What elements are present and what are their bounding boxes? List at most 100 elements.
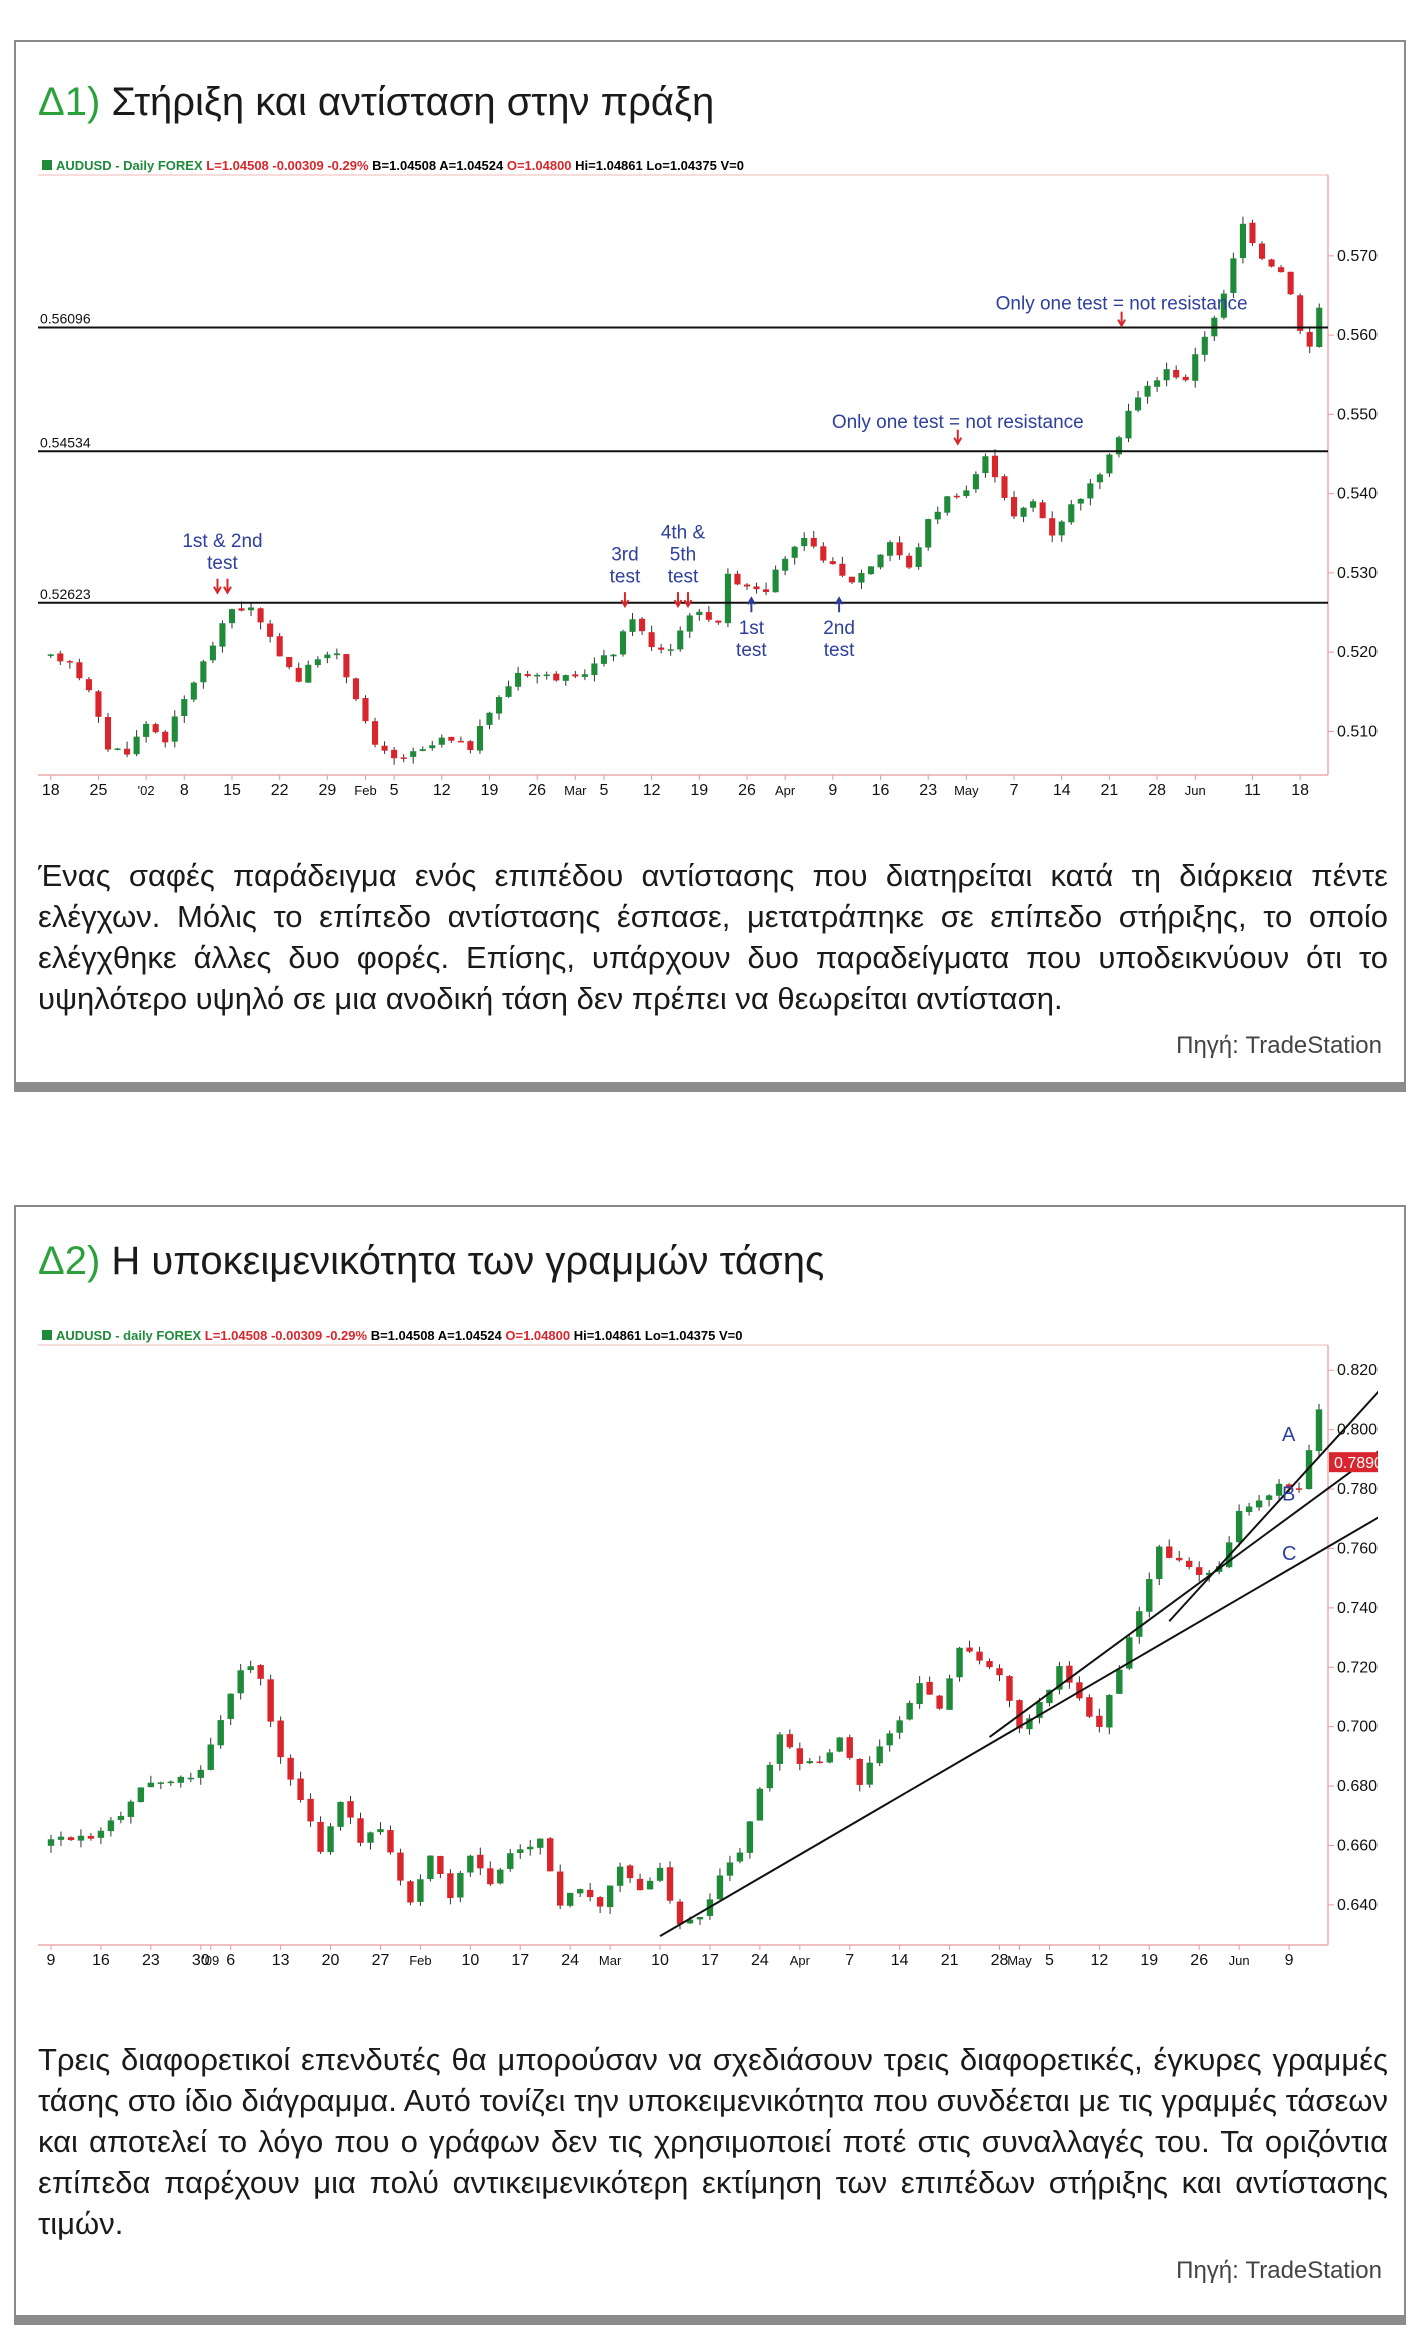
header-field: O=1.04800 — [505, 1328, 573, 1343]
candle-down — [457, 740, 464, 743]
header-field: A=1.04524 — [438, 1328, 506, 1343]
y-tick-label: 0.76000 — [1337, 1540, 1378, 1557]
candle-up — [866, 1762, 873, 1785]
candle-down — [906, 555, 913, 568]
x-tick-label: 5 — [599, 782, 608, 799]
candle-up — [677, 630, 684, 650]
candle-down — [76, 662, 83, 679]
candle-up — [776, 1734, 784, 1764]
header-field: -0.00309 — [272, 158, 327, 173]
candle-down — [586, 1889, 594, 1898]
candle-up — [517, 1849, 524, 1853]
candle-up — [716, 1875, 724, 1900]
test-arrow-down — [620, 592, 630, 609]
candle-down — [666, 1867, 674, 1901]
candle-down — [839, 563, 846, 576]
candle-up — [1163, 369, 1170, 381]
candle-down — [966, 1647, 973, 1652]
x-tick-label: Mar — [599, 1953, 622, 1968]
x-tick-label: 12 — [1090, 1952, 1108, 1969]
x-tick-label: 14 — [891, 1952, 909, 1969]
candle-down — [796, 1748, 804, 1764]
y-tick-label: 0.72000 — [1337, 1659, 1378, 1676]
candle-up — [1126, 1637, 1133, 1669]
candle-up — [337, 1801, 344, 1827]
candle-down — [1249, 222, 1256, 244]
candle-up — [177, 1776, 184, 1783]
candle-down — [1182, 376, 1189, 381]
candle-up — [1026, 1718, 1033, 1730]
header-field: V=0 — [720, 158, 744, 173]
x-tick-label: 7 — [845, 1952, 854, 1969]
candle-down — [734, 573, 741, 585]
candle-down — [124, 748, 131, 755]
candle-up — [537, 1838, 544, 1848]
x-tick-label: 19 — [1140, 1952, 1158, 1969]
candle-up — [1046, 1689, 1053, 1704]
x-tick-label: '02 — [138, 783, 155, 798]
panel-title-text: Στήριξη και αντίσταση στην πράξη — [111, 80, 715, 124]
candle-down — [487, 1868, 494, 1885]
candle-up — [190, 682, 197, 700]
candle-up — [1146, 1579, 1153, 1612]
x-tick-label: 9 — [47, 1952, 56, 1969]
candle-up — [562, 675, 569, 681]
x-tick-label: 6 — [226, 1952, 235, 1969]
candle-up — [1154, 380, 1161, 387]
candle-up — [1115, 437, 1122, 455]
annotation-text: test — [610, 566, 641, 587]
candle-up — [906, 1702, 913, 1720]
x-tick-label: 26 — [738, 782, 756, 799]
test-arrow-up — [834, 596, 844, 613]
annotation-text: Only one test = not resistance — [832, 412, 1084, 433]
header-field: Lo=1.04375 — [646, 158, 720, 173]
candle-up — [1192, 354, 1199, 381]
candle-up — [1220, 293, 1227, 318]
candle-down — [371, 721, 379, 745]
candle-up — [982, 456, 989, 474]
candle-up — [377, 1829, 384, 1833]
candle-up — [495, 697, 503, 714]
candle-down — [257, 608, 264, 623]
candle-down — [66, 661, 73, 663]
candle-up — [187, 1777, 194, 1780]
annotation-text: 4th & — [661, 522, 706, 543]
x-tick-label: 10 — [461, 1952, 479, 1969]
x-tick-label: Feb — [354, 783, 376, 798]
y-tick-label: 0.53000 — [1337, 565, 1378, 582]
x-tick-label: '09 — [202, 1953, 219, 1968]
candle-up — [1106, 1695, 1113, 1728]
candle-up — [972, 474, 979, 490]
panel-title: Δ2) Η υποκειμενικότητα των γραμμών τάσης — [38, 1239, 824, 1284]
candle-up — [507, 1853, 514, 1869]
chart-header: AUDUSD - daily FOREX L=1.04508 -0.00309 … — [56, 1328, 742, 1343]
candle-down — [996, 1668, 1003, 1676]
candle-up — [1077, 498, 1084, 504]
x-tick-label: 30 — [192, 1952, 210, 1969]
candle-down — [317, 1821, 324, 1852]
candle-down — [57, 653, 64, 662]
candle-up — [724, 573, 731, 624]
candle-up — [956, 1647, 963, 1678]
candle-up — [1096, 474, 1103, 483]
candle-up — [726, 1862, 734, 1876]
candle-up — [143, 723, 150, 737]
x-tick-label: 24 — [751, 1952, 769, 1969]
candle-down — [162, 731, 169, 743]
candle-up — [858, 573, 865, 583]
candle-down — [753, 586, 760, 590]
y-tick-label: 0.56000 — [1337, 327, 1378, 344]
y-tick-label: 0.64000 — [1337, 1897, 1378, 1914]
candle-up — [200, 661, 207, 683]
candle-down — [816, 1761, 823, 1764]
candle-down — [295, 667, 302, 682]
x-tick-label: 21 — [1101, 782, 1119, 799]
y-tick-label: 0.82000 — [1337, 1362, 1378, 1379]
candle-down — [95, 691, 102, 717]
candle-up — [1125, 410, 1132, 439]
candle-down — [1006, 1676, 1013, 1701]
candle-down — [763, 589, 770, 593]
candle-down — [553, 673, 560, 681]
x-tick-label: 12 — [643, 782, 661, 799]
candle-up — [429, 745, 436, 749]
